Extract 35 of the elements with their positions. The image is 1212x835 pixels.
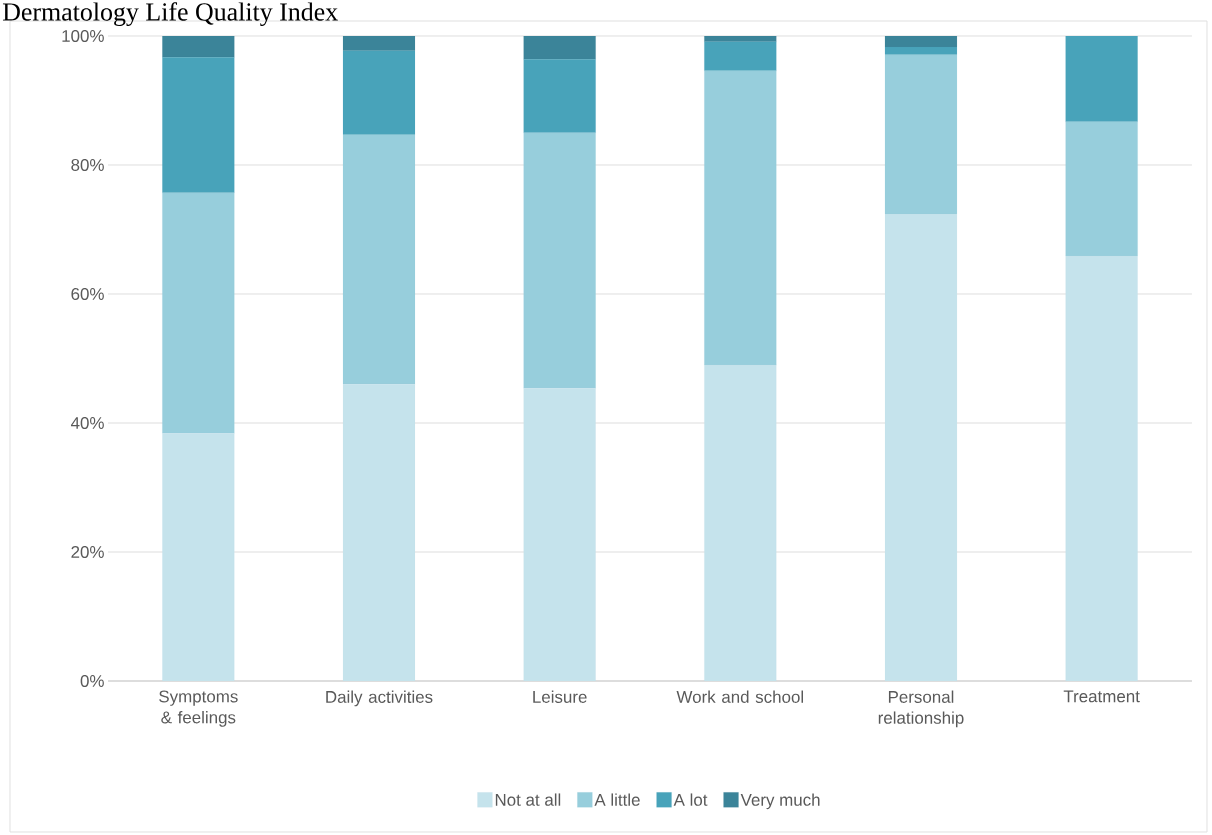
x-tick-label: Work and school — [676, 690, 804, 703]
legend-label: Very much — [740, 793, 820, 810]
bar — [162, 192, 235, 434]
bar — [884, 46, 958, 55]
bar — [704, 70, 777, 365]
bar — [343, 384, 415, 681]
bar — [1065, 35, 1138, 122]
y-tick-label: 0% — [80, 674, 104, 687]
bar — [523, 59, 596, 133]
bar — [884, 54, 958, 215]
bar — [523, 132, 596, 389]
y-tick-label: 100% — [62, 29, 104, 42]
y-tick-label: 40% — [70, 416, 104, 429]
x-tick-label: Daily activities — [326, 690, 433, 707]
x-tick-label: Symptoms & feelings — [159, 690, 238, 727]
legend-label: A lot — [673, 793, 708, 806]
bar — [342, 134, 416, 385]
y-tick-label: 80% — [71, 158, 104, 171]
bar — [1065, 255, 1138, 681]
bar — [162, 433, 235, 681]
bar — [704, 41, 777, 71]
legend-label: Not at all — [495, 793, 561, 806]
chart-title: Dermatology Life Quality Index — [2, 2, 338, 27]
y-tick-label: 20% — [71, 545, 104, 558]
x-tick-label: Personal relationship — [878, 690, 964, 728]
bar — [884, 214, 957, 681]
bar — [162, 57, 235, 193]
x-tick-label: Treatment — [1063, 690, 1140, 703]
legend-label: A little — [594, 793, 640, 806]
y-tick-label: 60% — [71, 287, 104, 300]
bar — [342, 50, 416, 135]
x-tick-label: Leisure — [533, 690, 587, 703]
bar — [523, 388, 596, 681]
bar — [704, 364, 777, 681]
bar — [1065, 121, 1138, 256]
